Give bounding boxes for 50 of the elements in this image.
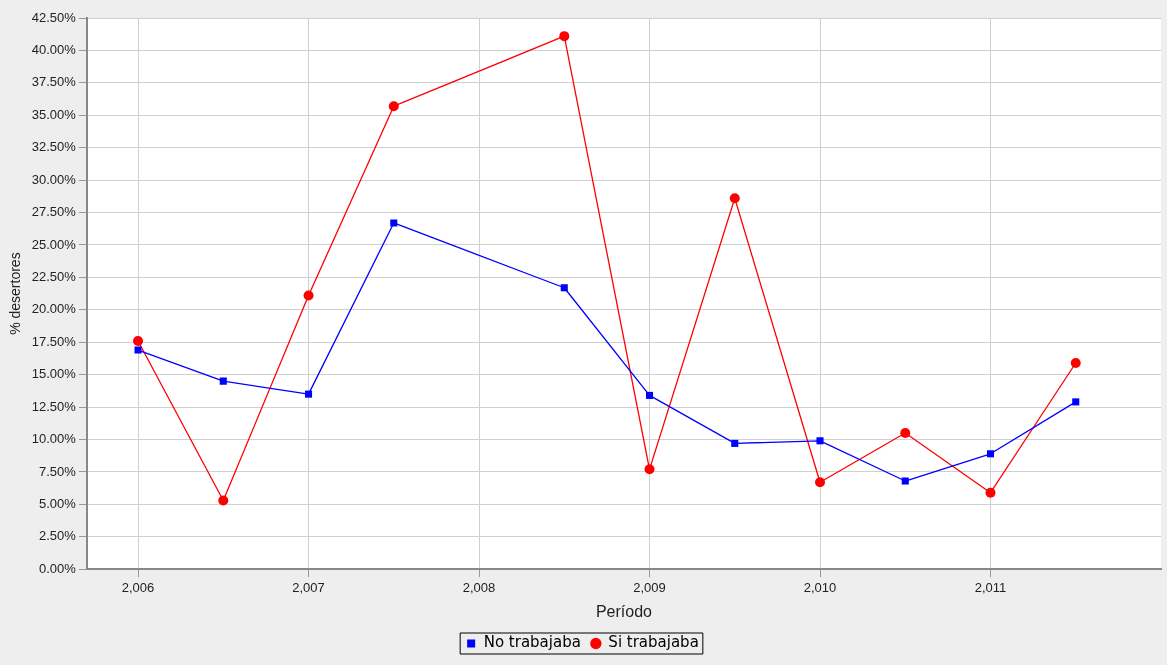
y-tick-label: 30.00% xyxy=(31,171,77,187)
legend-label: Si trabajaba xyxy=(608,633,699,652)
y-tick-label: 37.50% xyxy=(31,74,77,90)
y-tick-label: 7.50% xyxy=(39,463,77,479)
point xyxy=(1070,357,1081,368)
y-tick-label: 0.00% xyxy=(39,560,77,576)
point xyxy=(986,450,995,458)
point xyxy=(729,193,740,204)
y-tick-label: 17.50% xyxy=(31,333,77,349)
y-axis-title: % desertores xyxy=(7,252,24,335)
point xyxy=(985,487,996,498)
point xyxy=(390,219,398,227)
y-tick-label: 27.50% xyxy=(31,204,77,220)
y-tick-label: 2.50% xyxy=(39,528,77,544)
x-tick-label: 2,011 xyxy=(974,579,1007,595)
point xyxy=(815,477,826,488)
y-tick-label: 20.00% xyxy=(31,301,77,317)
y-tick-label: 32.50% xyxy=(31,139,77,155)
point xyxy=(218,495,229,506)
y-tick-label: 10.00% xyxy=(31,431,77,447)
x-tick-label: 2,006 xyxy=(121,579,155,595)
point xyxy=(900,428,911,439)
x-tick-label: 2,009 xyxy=(633,579,666,595)
y-tick-label: 35.00% xyxy=(31,106,77,122)
x-axis-title: Período xyxy=(595,602,653,620)
point xyxy=(1072,398,1080,406)
point xyxy=(731,439,739,447)
point xyxy=(133,335,144,346)
y-tick-label: 5.00% xyxy=(39,495,77,511)
y-tick-label: 15.00% xyxy=(31,366,77,382)
point xyxy=(388,101,399,112)
point xyxy=(559,31,570,42)
y-tick-label: 40.00% xyxy=(31,42,77,57)
legend-label: No trabajaba xyxy=(483,633,581,652)
point xyxy=(560,284,568,292)
point xyxy=(644,464,655,475)
point xyxy=(303,290,314,301)
point xyxy=(134,346,142,354)
x-tick-label: 2,007 xyxy=(292,579,325,595)
point xyxy=(645,391,654,399)
y-tick-label: 25.00% xyxy=(31,236,77,252)
x-tick-label: 2,010 xyxy=(803,579,837,595)
y-tick-label: 22.50% xyxy=(31,268,77,284)
x-tick-label: 2,008 xyxy=(462,579,496,595)
point xyxy=(219,377,227,385)
y-tick-label: 42.50% xyxy=(31,9,77,25)
point xyxy=(305,390,313,398)
y-tick-label: 12.50% xyxy=(31,398,77,414)
point xyxy=(901,477,909,485)
point xyxy=(816,437,824,445)
